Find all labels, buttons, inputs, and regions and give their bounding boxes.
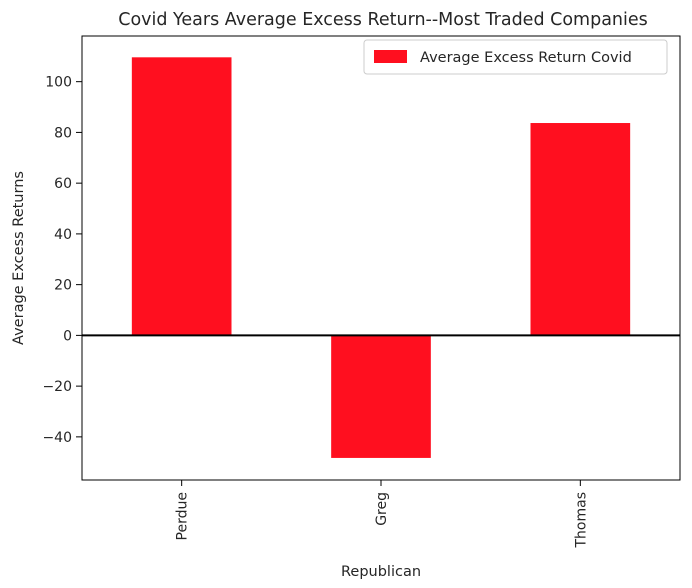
y-tick-label: 60 [54,176,72,192]
x-axis-ticks: Perdue Greg Thomas [175,480,589,549]
legend-label: Average Excess Return Covid [420,50,632,66]
y-tick-label: −40 [42,430,72,446]
y-tick-label: 80 [54,125,72,141]
y-axis-label: Average Excess Returns [11,171,27,345]
y-axis-ticks: −40 −20 0 20 40 60 80 100 [42,75,82,446]
bar-greg [331,335,431,458]
legend-swatch [374,50,407,63]
legend-box [363,39,668,75]
x-tick-label: Perdue [175,492,191,540]
x-tick-label: Thomas [573,492,589,549]
plot-frame [81,35,681,481]
bars-group [131,57,631,458]
x-tick-label: Greg [374,492,390,526]
bar-thomas [530,123,631,336]
bar-perdue [131,57,232,336]
y-tick-label: 0 [63,328,72,344]
legend: Average Excess Return Covid [363,39,668,75]
y-tick-label: −20 [42,379,72,395]
x-axis-label: Republican [341,564,421,580]
y-tick-label: 40 [54,227,72,243]
y-tick-label: 100 [45,75,72,91]
chart-title: Covid Years Average Excess Return--Most … [118,10,648,30]
y-tick-label: 20 [54,278,72,294]
